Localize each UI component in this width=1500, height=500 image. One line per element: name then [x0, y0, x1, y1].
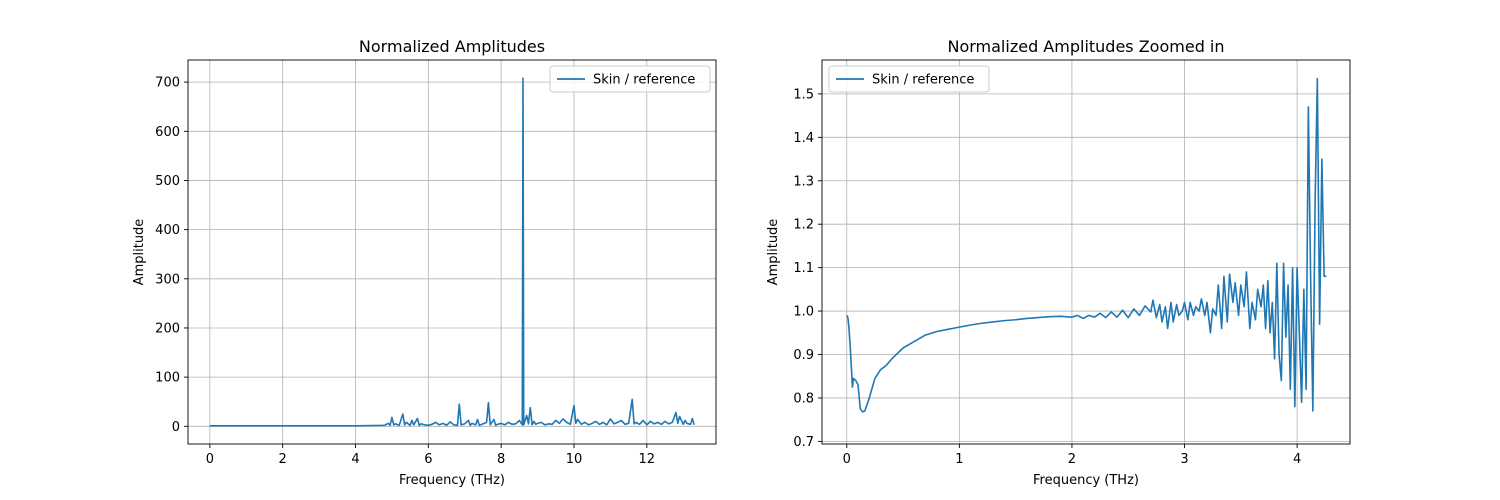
y-axis-label: Amplitude [132, 219, 147, 286]
legend: Skin / reference [549, 65, 711, 93]
x-axis-label: Frequency (THz) [399, 473, 505, 488]
y-tick-label: 1.4 [793, 131, 814, 146]
legend-box [549, 65, 711, 93]
chart-panel-2: 0 1 2 3 4 0.7 0.8 0.9 1.0 1.1 1.2 1.3 1.4 1.5 Normaliz… [766, 37, 1351, 488]
y-tick-label: 1.1 [793, 261, 814, 276]
x-tick-label: 10 [566, 452, 583, 467]
y-tick-label: 1.0 [793, 305, 814, 320]
series-line-1 [209, 77, 695, 427]
x-tick-label: 0 [206, 452, 214, 467]
legend-label: Skin / reference [593, 73, 695, 88]
chart-panel-1: 0 2 4 6 8 10 12 0 100 200 300 400 500 600 700 Normalize… [132, 37, 717, 488]
y-axis-label: Amplitude [766, 219, 781, 286]
chart-title: Normalized Amplitudes Zoomed in [947, 37, 1224, 56]
x-tick-label: 1 [955, 452, 963, 467]
y-tick-label: 0.8 [793, 391, 814, 406]
y-tick-label: 200 [155, 321, 180, 336]
x-tick-label: 3 [1180, 452, 1188, 467]
y-tick-label: 1.2 [793, 218, 814, 233]
y-tick-label: 1.3 [793, 174, 814, 189]
y-tick-label: 300 [155, 272, 180, 287]
legend-label: Skin / reference [872, 73, 974, 88]
y-tick-label: 600 [155, 125, 180, 140]
x-tick-label: 8 [497, 452, 505, 467]
legend: Skin / reference [828, 65, 990, 93]
legend-box [828, 65, 990, 93]
y-tick-label: 1.5 [793, 87, 814, 102]
x-axis-label: Frequency (THz) [1033, 473, 1139, 488]
plot-frame [187, 59, 717, 445]
y-tick-label: 0.7 [793, 435, 814, 450]
y-tick-label: 100 [155, 371, 180, 386]
x-tick-label: 2 [279, 452, 287, 467]
x-tick-label: 4 [1293, 452, 1301, 467]
plot-frame [821, 59, 1351, 445]
y-tick-label: 400 [155, 223, 180, 238]
series-line-1 [846, 77, 1327, 413]
x-tick-label: 12 [639, 452, 656, 467]
x-tick-label: 4 [351, 452, 359, 467]
chart-title: Normalized Amplitudes [359, 37, 545, 56]
y-tick-label: 0 [172, 420, 180, 435]
x-tick-label: 6 [424, 452, 432, 467]
y-tick-label: 700 [155, 76, 180, 91]
y-tick-label: 0.9 [793, 348, 814, 363]
x-tick-label: 2 [1068, 452, 1076, 467]
y-tick-label: 500 [155, 174, 180, 189]
x-tick-label: 0 [843, 452, 851, 467]
